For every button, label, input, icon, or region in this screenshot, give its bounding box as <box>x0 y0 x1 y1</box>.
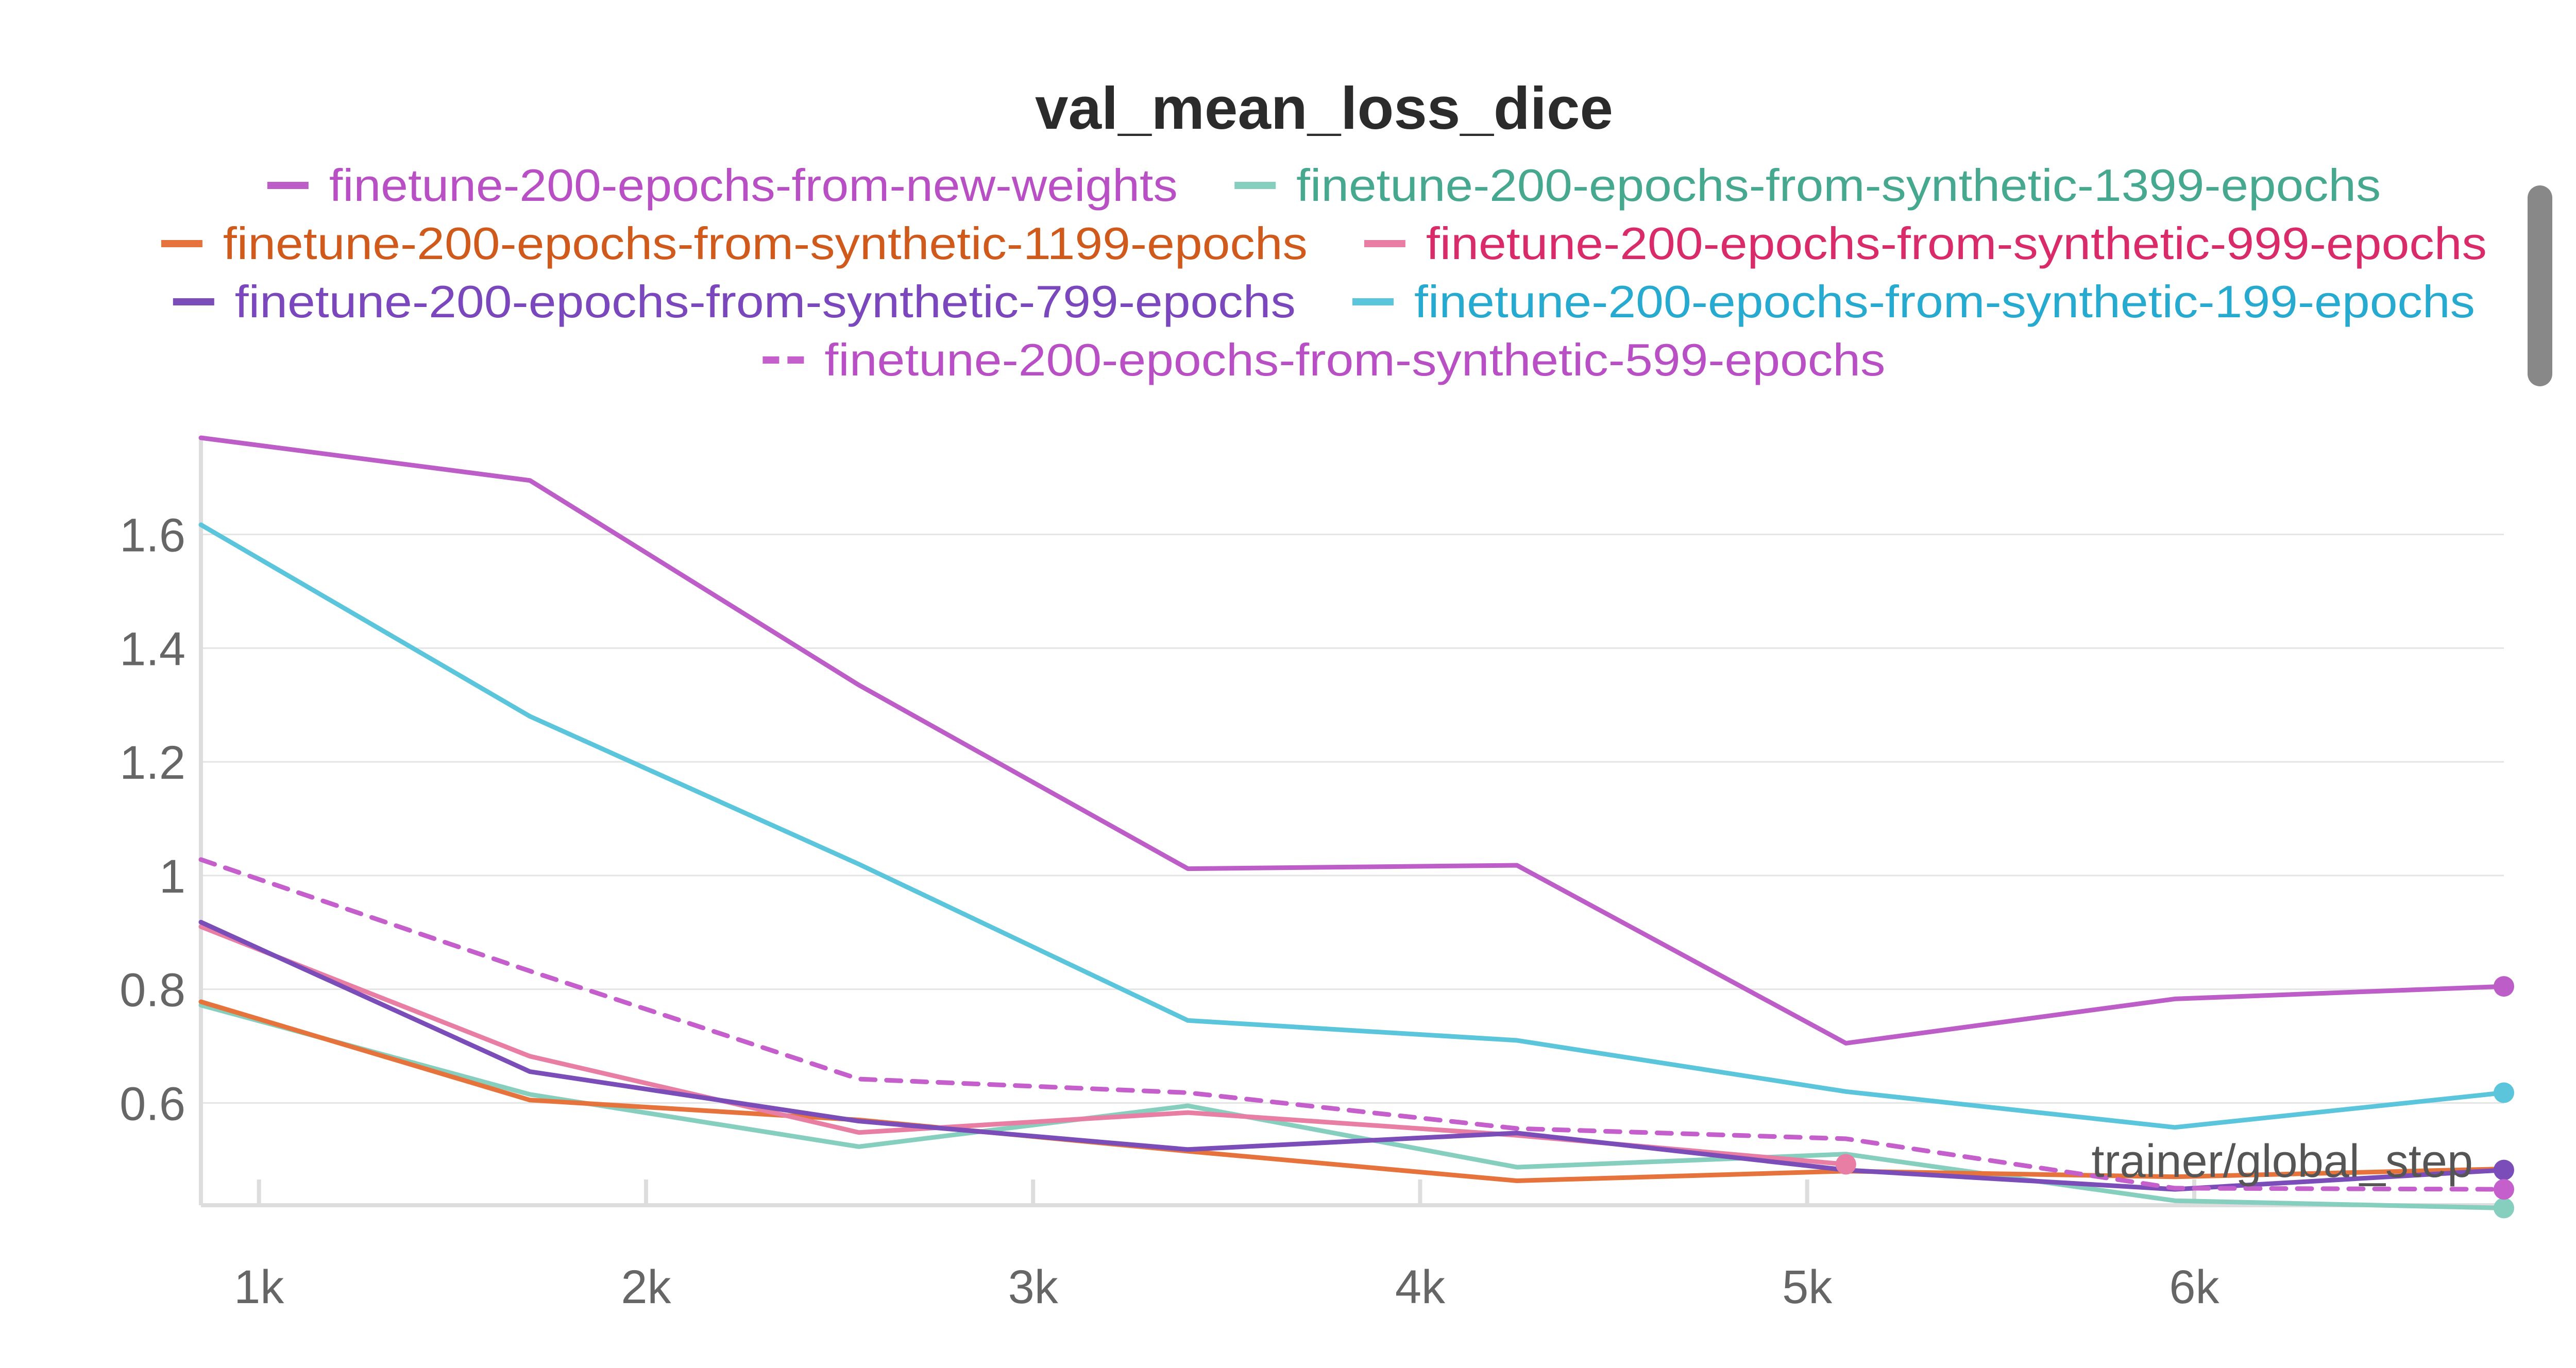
x-axis-label: trainer/global_step <box>2092 1136 2473 1187</box>
chart-title: val_mean_loss_dice <box>1035 75 1613 142</box>
y-tick-label: 1.4 <box>120 623 185 675</box>
series-line-0 <box>198 435 2506 1046</box>
x-tick-label: 6k <box>2169 1261 2219 1313</box>
series-end-marker-3 <box>1835 1154 1856 1175</box>
x-tick-label: 4k <box>1395 1261 1446 1313</box>
series-line-6 <box>198 857 2506 1192</box>
series-line-4 <box>198 919 2506 1192</box>
legend-label: finetune-200-epochs-from-synthetic-199-e… <box>1414 276 2475 327</box>
legend: finetune-200-epochs-from-new-weights fine… <box>161 160 2487 385</box>
axes: 0.6 0.8 1 1.2 1.4 1.6 1k 2k 3k 4k 5k 6k <box>120 438 2504 1313</box>
x-tick-label: 2k <box>621 1261 671 1313</box>
series-line-3 <box>198 924 1849 1167</box>
series-layer <box>198 435 2506 1210</box>
series-end-marker-5 <box>2494 1082 2514 1103</box>
x-tick-label: 3k <box>1008 1261 1059 1313</box>
y-tick-label: 1.6 <box>120 509 185 562</box>
end-markers <box>1835 976 2514 1219</box>
y-tick-label: 1 <box>159 850 185 903</box>
legend-label: finetune-200-epochs-from-synthetic-999-e… <box>1426 218 2487 269</box>
series-line-2 <box>198 999 2506 1183</box>
legend-item-0[interactable]: finetune-200-epochs-from-new-weights <box>267 160 1178 211</box>
grid-lines <box>201 534 2504 1104</box>
series-end-marker-4 <box>2494 1159 2514 1181</box>
series-end-marker-1 <box>2494 1198 2514 1219</box>
x-tick-label: 5k <box>1782 1261 1833 1313</box>
legend-label: finetune-200-epochs-from-synthetic-599-e… <box>824 334 1885 385</box>
legend-item-4[interactable]: finetune-200-epochs-from-synthetic-799-e… <box>173 276 1296 327</box>
legend-item-2[interactable]: finetune-200-epochs-from-synthetic-1199-… <box>161 218 1308 269</box>
legend-item-5[interactable]: finetune-200-epochs-from-synthetic-199-e… <box>1352 276 2475 327</box>
legend-label: finetune-200-epochs-from-new-weights <box>329 160 1178 211</box>
scrollbar[interactable] <box>2528 185 2552 386</box>
legend-label: finetune-200-epochs-from-synthetic-1199-… <box>223 218 1308 269</box>
legend-item-6[interactable]: finetune-200-epochs-from-synthetic-599-e… <box>762 334 1885 385</box>
legend-item-1[interactable]: finetune-200-epochs-from-synthetic-1399-… <box>1234 160 2381 211</box>
legend-label: finetune-200-epochs-from-synthetic-1399-… <box>1296 160 2381 211</box>
y-tick-label: 0.8 <box>120 964 185 1017</box>
series-line-5 <box>198 522 2506 1130</box>
x-tick-label: 1k <box>234 1261 284 1313</box>
legend-item-3[interactable]: finetune-200-epochs-from-synthetic-999-e… <box>1364 218 2487 269</box>
series-end-marker-0 <box>2494 976 2514 997</box>
legend-label: finetune-200-epochs-from-synthetic-799-e… <box>235 276 1296 327</box>
y-tick-label: 1.2 <box>120 737 185 789</box>
y-tick-label: 0.6 <box>120 1078 185 1130</box>
series-end-marker-6 <box>2494 1179 2514 1200</box>
